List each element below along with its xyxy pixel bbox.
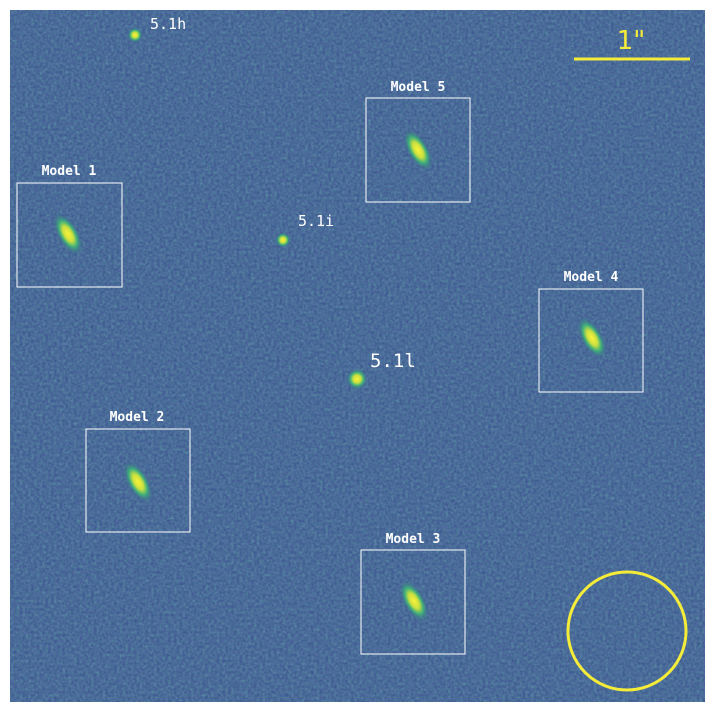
psf-circle	[566, 570, 688, 692]
source	[346, 368, 368, 390]
model-box	[85, 428, 191, 533]
model-label: Model 5	[391, 80, 446, 95]
model-box	[16, 182, 123, 288]
model-label: Model 4	[564, 270, 619, 285]
source	[127, 27, 143, 43]
scale-bar-label: 1"	[617, 26, 646, 56]
galaxy	[122, 460, 154, 504]
galaxies	[52, 27, 608, 623]
source-label: 5.1i	[298, 212, 334, 230]
galaxy	[402, 128, 434, 172]
model-box	[360, 549, 466, 655]
model-box	[538, 288, 644, 393]
galaxy	[398, 579, 430, 623]
galaxy	[52, 212, 84, 256]
source	[275, 232, 291, 248]
model-label: Model 1	[42, 164, 97, 179]
source-label: 5.1l	[370, 350, 416, 372]
model-label: Model 2	[110, 410, 165, 425]
model-box	[365, 97, 471, 203]
galaxy	[576, 316, 608, 360]
source-label: 5.1h	[150, 15, 186, 33]
model-label: Model 3	[386, 532, 441, 547]
